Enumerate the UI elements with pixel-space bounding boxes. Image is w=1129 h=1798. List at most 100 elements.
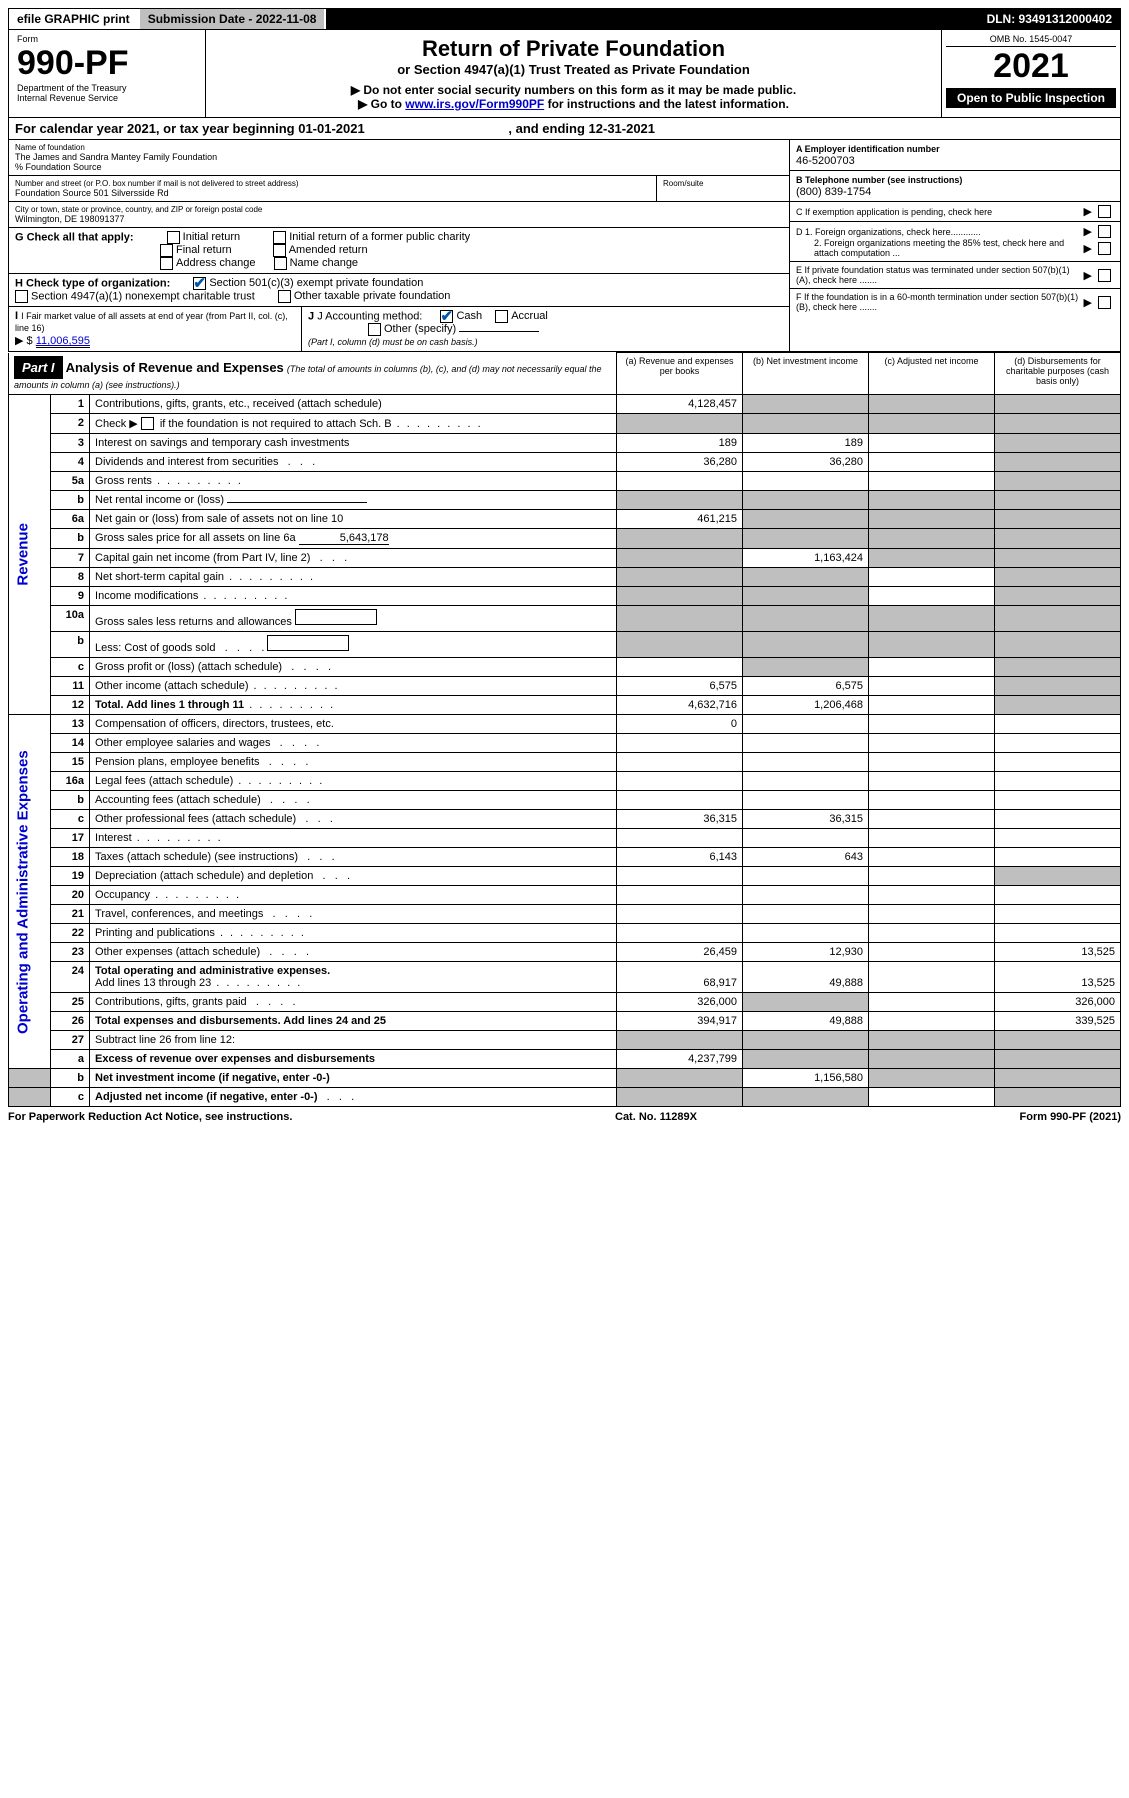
ck-initial-former[interactable] — [273, 231, 286, 244]
line-10c: cGross profit or (loss) (attach schedule… — [9, 658, 1121, 677]
d1-label: D 1. Foreign organizations, check here..… — [796, 227, 1084, 237]
form-title: Return of Private Foundation — [212, 36, 935, 62]
ck-501c3[interactable] — [193, 277, 206, 290]
city-value: Wilmington, DE 198091377 — [15, 214, 783, 224]
line-19: 19Depreciation (attach schedule) and dep… — [9, 867, 1121, 886]
line-27a: aExcess of revenue over expenses and dis… — [9, 1050, 1121, 1069]
line-24: 24Total operating and administrative exp… — [9, 962, 1121, 993]
form-header: Form 990-PF Department of the Treasury I… — [8, 30, 1121, 118]
city-label: City or town, state or province, country… — [15, 205, 783, 214]
submission-date: Submission Date - 2022-11-08 — [138, 9, 327, 29]
foundation-care-of: % Foundation Source — [15, 162, 783, 172]
form-word: Form — [17, 34, 197, 44]
street-address: Foundation Source 501 Silversside Rd — [15, 188, 650, 198]
section-h: H Check type of organization: Section 50… — [9, 274, 789, 307]
line-16b: bAccounting fees (attach schedule) . . .… — [9, 791, 1121, 810]
part1-label: Part I — [14, 356, 63, 379]
line-16a: 16aLegal fees (attach schedule) — [9, 772, 1121, 791]
line-12: 12Total. Add lines 1 through 11 4,632,71… — [9, 696, 1121, 715]
line-20: 20Occupancy — [9, 886, 1121, 905]
line-26: 26Total expenses and disbursements. Add … — [9, 1012, 1121, 1031]
footer-mid: Cat. No. 11289X — [615, 1111, 697, 1123]
ck-amended-return[interactable] — [273, 244, 286, 257]
phone-value: (800) 839-1754 — [796, 186, 871, 198]
d2-label: 2. Foreign organizations meeting the 85%… — [796, 238, 1084, 258]
line-5a: 5aGross rents — [9, 472, 1121, 491]
expenses-label: Operating and Administrative Expenses — [9, 715, 51, 1069]
line-27b: bNet investment income (if negative, ent… — [9, 1069, 1121, 1088]
section-ij: I I Fair market value of all assets at e… — [9, 307, 789, 351]
f-label: F If the foundation is in a 60-month ter… — [796, 292, 1084, 312]
ck-initial-return[interactable] — [167, 231, 180, 244]
name-label: Name of foundation — [15, 143, 783, 152]
ck-e[interactable] — [1098, 269, 1111, 282]
line-5b: bNet rental income or (loss) — [9, 491, 1121, 510]
ck-f[interactable] — [1098, 296, 1111, 309]
col-c-header: (c) Adjusted net income — [869, 353, 995, 395]
col-a-header: (a) Revenue and expenses per books — [617, 353, 743, 395]
ck-accrual[interactable] — [495, 310, 508, 323]
ck-exemption-pending[interactable] — [1098, 205, 1111, 218]
line-23: 23Other expenses (attach schedule) . . .… — [9, 943, 1121, 962]
ck-final-return[interactable] — [160, 244, 173, 257]
ck-other-method[interactable] — [368, 323, 381, 336]
col-b-header: (b) Net investment income — [743, 353, 869, 395]
calendar-year-line: For calendar year 2021, or tax year begi… — [8, 118, 1121, 140]
col-d-header: (d) Disbursements for charitable purpose… — [995, 353, 1121, 395]
line-10a: 10aGross sales less returns and allowanc… — [9, 606, 1121, 632]
ck-d1[interactable] — [1098, 225, 1111, 238]
instructions-line: ▶ Go to www.irs.gov/Form990PF for instru… — [212, 97, 935, 111]
ck-4947a1[interactable] — [15, 290, 28, 303]
e-label: E If private foundation status was termi… — [796, 265, 1084, 285]
ssn-warning: ▶ Do not enter social security numbers o… — [212, 83, 935, 97]
foundation-name: The James and Sandra Mantey Family Found… — [15, 152, 783, 162]
instructions-link[interactable]: www.irs.gov/Form990PF — [405, 97, 544, 111]
line-4: 4Dividends and interest from securities … — [9, 453, 1121, 472]
line-17: 17Interest — [9, 829, 1121, 848]
line-18: 18Taxes (attach schedule) (see instructi… — [9, 848, 1121, 867]
c-label: C If exemption application is pending, c… — [796, 207, 1084, 217]
part1-table: Part I Analysis of Revenue and Expenses … — [8, 352, 1121, 1107]
line-9: 9Income modifications — [9, 587, 1121, 606]
line-21: 21Travel, conferences, and meetings . . … — [9, 905, 1121, 924]
ck-address-change[interactable] — [160, 257, 173, 270]
section-g: G Check all that apply: Initial return I… — [9, 228, 789, 274]
ein-label: A Employer identification number — [796, 144, 940, 154]
form-subtitle: or Section 4947(a)(1) Trust Treated as P… — [212, 62, 935, 77]
ck-name-change[interactable] — [274, 257, 287, 270]
ein-value: 46-5200703 — [796, 155, 855, 167]
line-27: 27Subtract line 26 from line 12: — [9, 1031, 1121, 1050]
line-8: 8Net short-term capital gain — [9, 568, 1121, 587]
form-number: 990-PF — [17, 44, 197, 83]
line-22: 22Printing and publications — [9, 924, 1121, 943]
line-11: 11Other income (attach schedule) 6,5756,… — [9, 677, 1121, 696]
fmv-link[interactable]: 11,006,595 — [36, 335, 90, 348]
ck-d2[interactable] — [1098, 242, 1111, 255]
footer-right: Form 990-PF (2021) — [1020, 1111, 1122, 1123]
line-25: 25Contributions, gifts, grants paid . . … — [9, 993, 1121, 1012]
ck-other-taxable[interactable] — [278, 290, 291, 303]
room-label: Room/suite — [663, 179, 783, 188]
line-7: 7Capital gain net income (from Part IV, … — [9, 549, 1121, 568]
line-13: Operating and Administrative Expenses 13… — [9, 715, 1121, 734]
line-6a: 6aNet gain or (loss) from sale of assets… — [9, 510, 1121, 529]
ck-sch-b[interactable] — [141, 417, 154, 430]
line-15: 15Pension plans, employee benefits . . .… — [9, 753, 1121, 772]
revenue-label: Revenue — [9, 394, 51, 715]
dln-label: DLN: 93491312000402 — [979, 9, 1120, 29]
efile-label[interactable]: efile GRAPHIC print — [9, 9, 138, 29]
dept-line-2: Internal Revenue Service — [17, 93, 197, 103]
ck-cash[interactable] — [440, 310, 453, 323]
line-14: 14Other employee salaries and wages . . … — [9, 734, 1121, 753]
tax-year: 2021 — [946, 47, 1116, 86]
line-6b: bGross sales price for all assets on lin… — [9, 529, 1121, 549]
part1-heading: Analysis of Revenue and Expenses — [66, 360, 284, 375]
open-inspection: Open to Public Inspection — [946, 88, 1116, 108]
line-16c: cOther professional fees (attach schedul… — [9, 810, 1121, 829]
line-3: 3Interest on savings and temporary cash … — [9, 434, 1121, 453]
line-10b: bLess: Cost of goods sold . . . . — [9, 632, 1121, 658]
footer-left: For Paperwork Reduction Act Notice, see … — [8, 1111, 292, 1123]
street-label: Number and street (or P.O. box number if… — [15, 179, 650, 188]
dept-line-1: Department of the Treasury — [17, 83, 197, 93]
line-27c: cAdjusted net income (if negative, enter… — [9, 1088, 1121, 1107]
